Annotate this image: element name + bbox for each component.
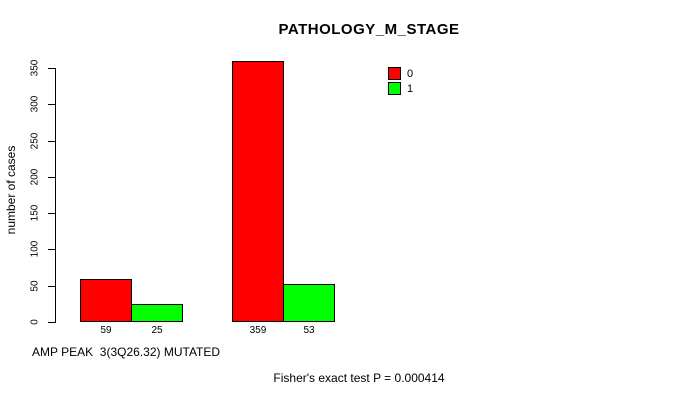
y-tick-label: 200 <box>29 168 41 186</box>
bar-series1-group1 <box>283 284 335 322</box>
y-tick-label: 350 <box>29 59 41 77</box>
y-tick-mark <box>48 249 55 250</box>
bar-value-label: 359 <box>249 325 267 336</box>
y-tick-mark <box>48 68 55 69</box>
legend-item-1: 1 <box>388 81 413 96</box>
y-tick-label: 300 <box>29 95 41 113</box>
y-tick-mark <box>48 213 55 214</box>
y-tick-label: 50 <box>29 280 41 292</box>
bar-series1-group0 <box>131 304 183 322</box>
bar-series0-group1 <box>232 61 284 322</box>
bar-value-label: 25 <box>151 325 163 336</box>
y-tick-label: 0 <box>29 319 41 325</box>
y-tick-label: 250 <box>29 132 41 150</box>
legend: 0 1 <box>388 66 413 96</box>
legend-label-0: 0 <box>407 67 414 80</box>
y-axis-line <box>55 68 56 323</box>
legend-swatch-green <box>388 82 401 95</box>
legend-swatch-red <box>388 67 401 80</box>
bar-value-label: 59 <box>100 325 112 336</box>
y-tick-label: 150 <box>29 204 41 222</box>
fisher-test-annotation: Fisher's exact test P = 0.000414 <box>273 371 445 385</box>
bar-series0-group0 <box>80 279 132 322</box>
x-axis-label: AMP PEAK 3(3Q26.32) MUTATED <box>32 345 221 359</box>
y-tick-mark <box>48 177 55 178</box>
bar-value-label: 53 <box>303 325 315 336</box>
y-tick-mark <box>48 322 55 323</box>
y-tick-mark <box>48 141 55 142</box>
y-tick-label: 100 <box>29 240 41 258</box>
y-tick-mark <box>48 104 55 105</box>
legend-label-1: 1 <box>407 82 414 95</box>
legend-item-0: 0 <box>388 66 413 81</box>
y-tick-mark <box>48 286 55 287</box>
y-axis-label: number of cases <box>4 145 18 235</box>
chart-title: PATHOLOGY_M_STAGE <box>278 21 460 38</box>
